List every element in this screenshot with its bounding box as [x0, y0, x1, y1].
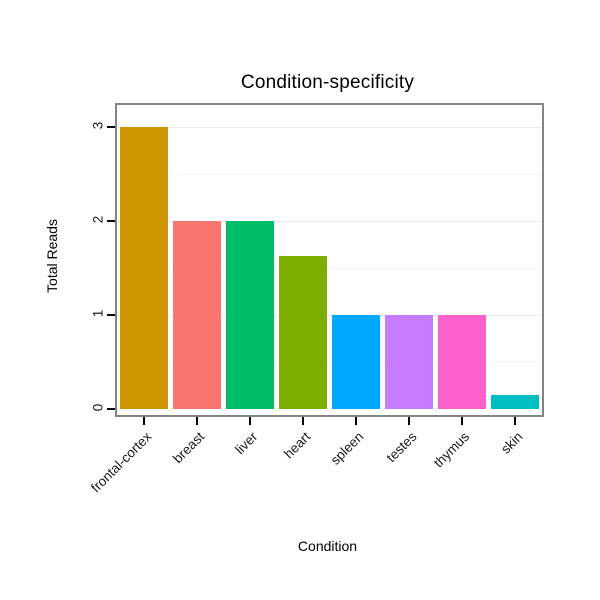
- y-tick-label-0: 0: [90, 403, 106, 412]
- gridline-y-1: [117, 315, 542, 316]
- y-tick-3: [107, 126, 115, 128]
- bar-heart: [279, 256, 327, 409]
- x-tick-thymus: [461, 417, 463, 425]
- x-tick-label-skin: skin: [315, 429, 526, 457]
- y-axis-title: Total Reads: [44, 219, 60, 293]
- y-tick-1: [107, 314, 115, 316]
- x-tick-heart: [302, 417, 304, 425]
- gridline-y-2: [117, 221, 542, 222]
- bar-thymus: [438, 315, 486, 409]
- x-tick-breast: [196, 417, 198, 425]
- bar-liver: [226, 221, 274, 409]
- gridline-y-1.5: [117, 268, 542, 269]
- y-tick-label-1: 1: [90, 309, 106, 318]
- x-tick-testes: [408, 417, 410, 425]
- y-tick-label-3: 3: [90, 121, 106, 130]
- x-tick-label-text: skin: [498, 429, 526, 457]
- bar-frontal-cortex: [120, 127, 168, 409]
- chart-title: Condition-specificity: [240, 72, 415, 93]
- x-axis-title: Condition: [297, 538, 358, 554]
- x-tick-skin: [514, 417, 516, 425]
- bar-testes: [385, 315, 433, 409]
- bar-skin: [491, 395, 539, 409]
- y-tick-0: [107, 408, 115, 410]
- bar-spleen: [332, 315, 380, 409]
- y-tick-2: [107, 220, 115, 222]
- x-tick-liver: [249, 417, 251, 425]
- gridline-y-2.5: [117, 174, 542, 175]
- plot-panel: [115, 103, 544, 417]
- y-tick-label-2: 2: [90, 215, 106, 224]
- x-tick-spleen: [355, 417, 357, 425]
- gridline-y-0.5: [117, 362, 542, 363]
- gridline-y-3: [117, 127, 542, 128]
- x-tick-frontal-cortex: [143, 417, 145, 425]
- bar-breast: [173, 221, 221, 409]
